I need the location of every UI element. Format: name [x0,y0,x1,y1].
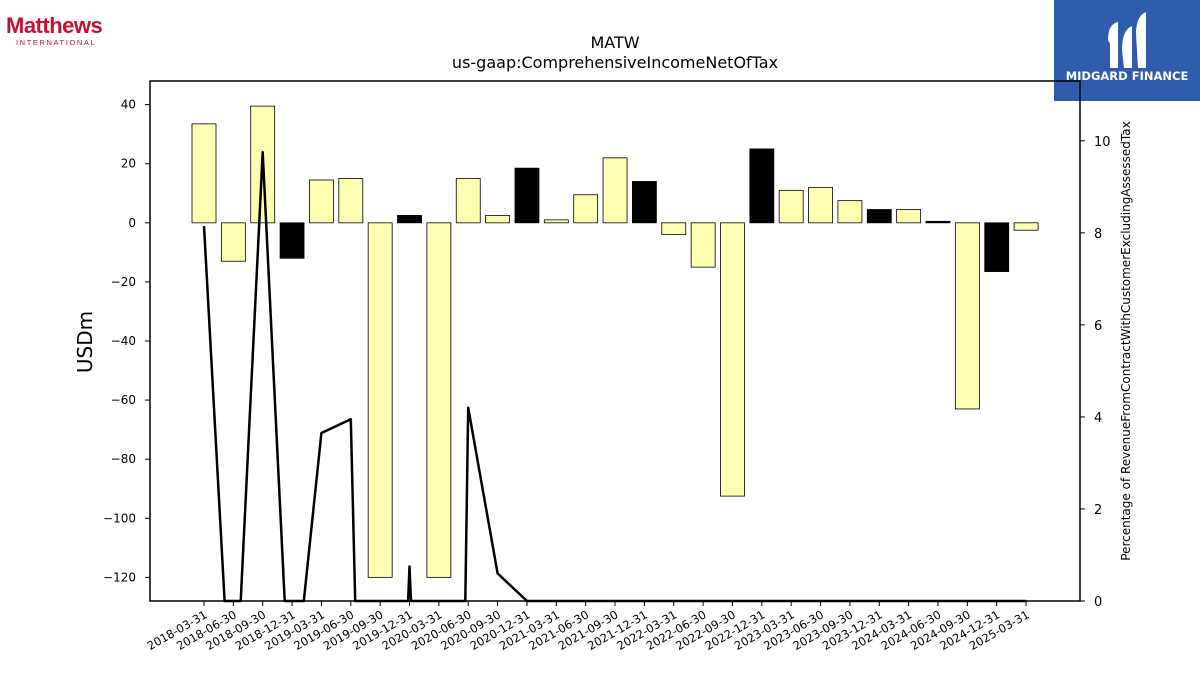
y2-axis-label: Percentage of RevenueFromContractWithCus… [1119,121,1133,560]
bar [602,157,628,224]
x-axis: 2018-03-312018-06-302018-09-302018-12-31… [145,601,1032,653]
bar [661,222,687,236]
bar [309,179,334,224]
bar [191,123,217,224]
bar [426,222,452,578]
y-axis-label: USDm [73,311,97,373]
bar [837,200,863,224]
y2-tick-label: 2 [1094,503,1102,518]
y-tick-label: 0 [128,216,136,230]
bar [485,215,511,224]
bar [690,222,716,268]
y2-tick-label: 6 [1094,319,1102,334]
bar [778,189,804,224]
bar [866,209,892,224]
matthews-logo-word: Matthews [6,13,103,38]
midgard-finance-name: MIDGARD FINANCE [1065,69,1189,83]
bar [925,220,951,224]
y-tick-label: −80 [111,452,136,466]
bar [338,178,364,224]
y-tick-label: −120 [103,570,136,584]
y2-tick-label: 8 [1094,227,1102,242]
y-axis: 40 20 0 −20 −40 −60 −80 −100 −120 [103,98,150,584]
y-tick-label: −60 [111,393,136,407]
bar [720,222,745,497]
y2-axis: 10 8 6 4 2 0 [1080,135,1111,610]
chart-title: MATW [590,33,639,52]
y2-tick-label: 4 [1094,411,1102,426]
bar [808,186,833,224]
y-tick-label: 40 [121,98,136,112]
y-tick-label: −100 [103,511,136,525]
bar [896,209,922,224]
chart-subtitle: us-gaap:ComprehensiveIncomeNetOfTax [452,53,778,72]
midgard-finance-logo: MIDGARD FINANCE [1054,0,1200,101]
bars-group [191,105,1039,578]
matthews-logo: Matthews INTERNATIONAL [6,14,116,54]
y2-tick-label: 0 [1094,595,1102,610]
midgard-mark-icon [1108,12,1146,68]
bar [1013,222,1039,231]
bar [543,219,569,224]
bar [367,222,393,578]
bar [397,215,422,224]
bar [749,148,775,224]
bar [954,222,980,410]
bar [279,222,305,259]
y-tick-label: −20 [111,275,136,289]
bar [632,181,657,224]
matthews-logo-sub: INTERNATIONAL [16,38,97,47]
bar [984,222,1010,272]
bar [220,222,246,262]
bar [455,178,481,224]
y2-tick-label: 10 [1094,135,1111,150]
bar [573,194,599,224]
bar [514,167,540,224]
y-tick-label: 20 [121,157,136,171]
y-tick-label: −40 [111,334,136,348]
